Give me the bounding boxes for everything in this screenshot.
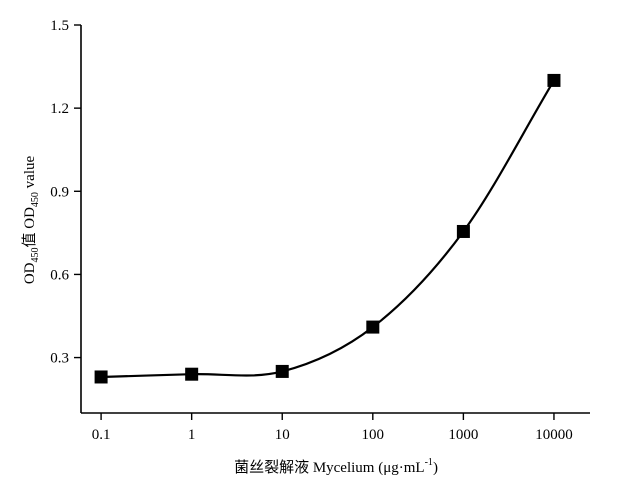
x-axis-title: 菌丝裂解液 Mycelium (μg·mL-1) <box>234 457 438 476</box>
y-tick-label: 1.2 <box>50 101 69 117</box>
fit-curve <box>101 79 555 379</box>
x-tick-label: 100 <box>362 427 385 443</box>
data-point <box>185 367 199 381</box>
x-tick-label: 10000 <box>535 427 573 443</box>
data-point <box>366 320 380 334</box>
y-axis-title-mid: 值 OD <box>21 207 38 248</box>
data-point <box>275 364 289 378</box>
y-axis-title-subscript-1: 450 <box>30 247 41 262</box>
y-tick-label: 0.3 <box>50 351 69 367</box>
y-axis-title: OD450值 OD450 value <box>21 155 41 284</box>
data-point <box>94 370 108 384</box>
x-tick-label: 1000 <box>448 427 478 443</box>
data-point <box>456 224 470 238</box>
y-axis-title-value: value <box>22 155 38 192</box>
data-point <box>547 73 561 87</box>
x-tick-label: 0.1 <box>92 427 111 443</box>
y-tick-label: 1.5 <box>50 18 69 34</box>
y-axis-title-od: OD <box>22 262 38 284</box>
y-tick-label: 0.9 <box>50 184 69 200</box>
y-tick-label: 0.6 <box>50 267 69 283</box>
y-ticks: 0.3 0.6 0.9 1.2 1.5 <box>50 18 81 367</box>
data-markers <box>94 73 561 384</box>
x-axis-title-superscript: -1 <box>425 457 433 468</box>
x-axis-title-close: ) <box>433 460 438 476</box>
x-tick-label: 1 <box>188 427 196 443</box>
x-axis-title-text: 菌丝裂解液 Mycelium (μg·mL <box>234 459 425 476</box>
axes <box>80 25 590 414</box>
x-ticks: 0.1 1 10 100 1000 10000 <box>92 413 573 443</box>
x-tick-label: 10 <box>275 427 290 443</box>
y-axis-title-subscript-2: 450 <box>30 192 41 207</box>
